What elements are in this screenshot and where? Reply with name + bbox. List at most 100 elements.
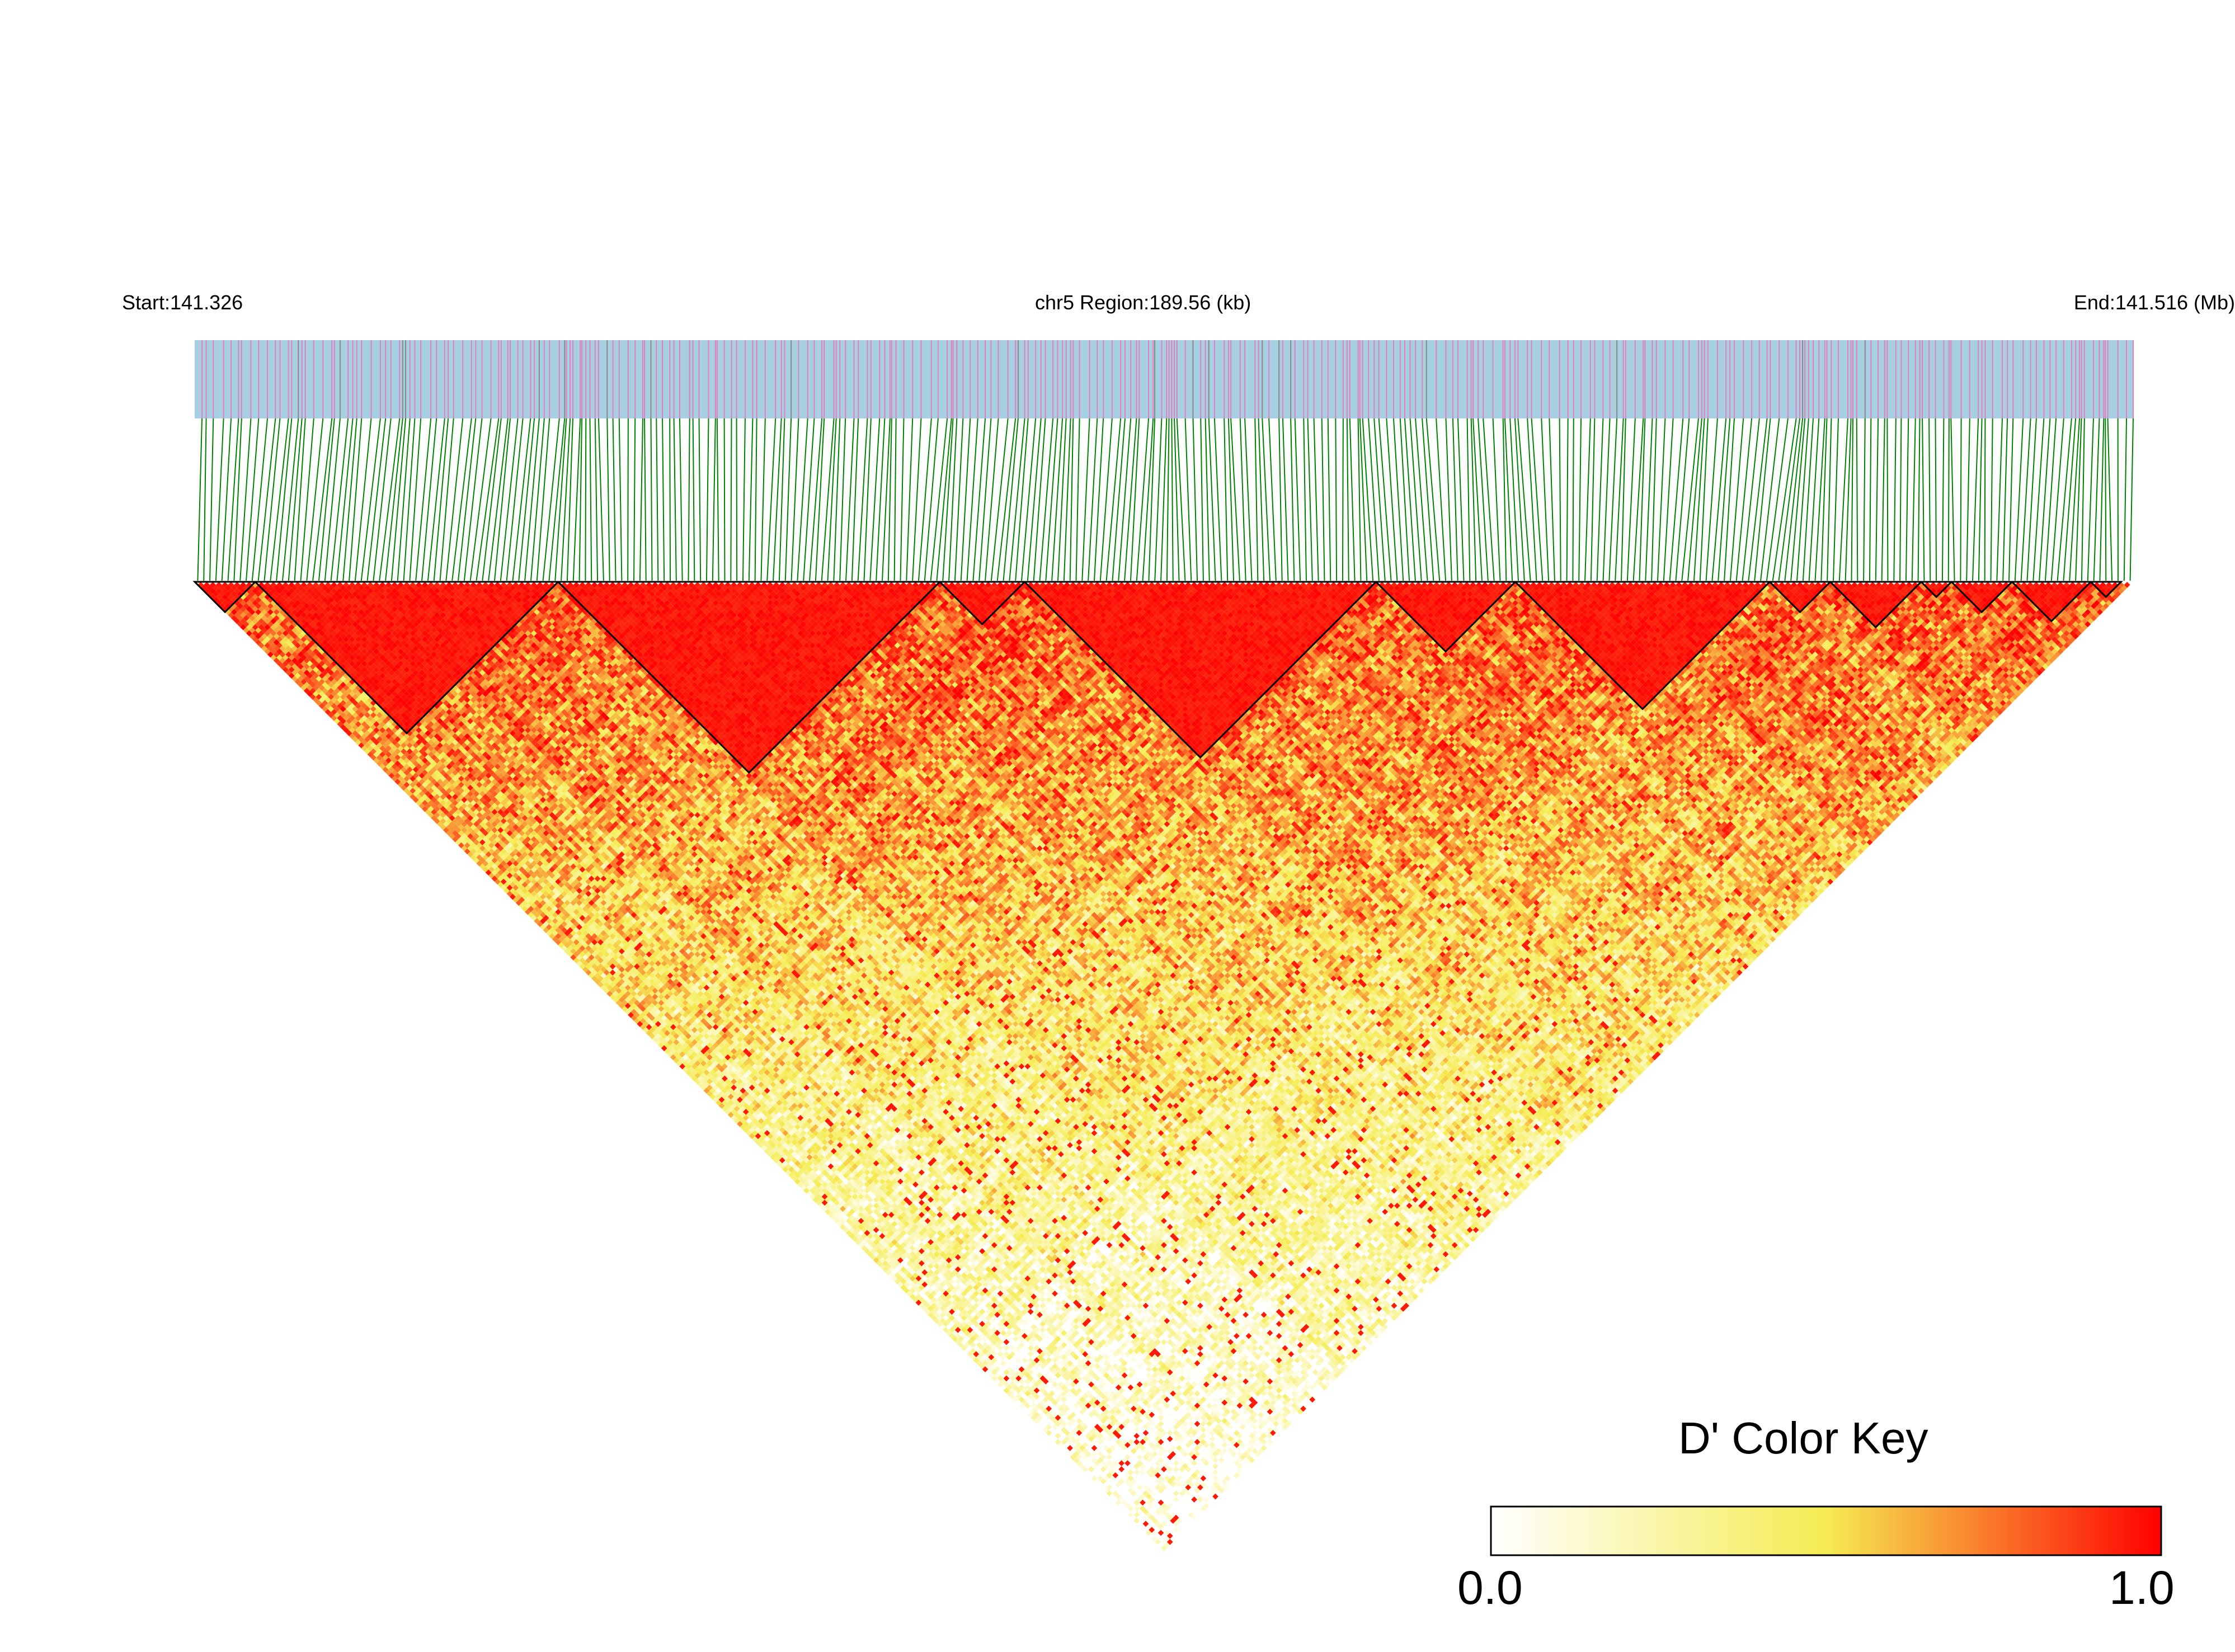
snp-connector [1283, 418, 1288, 581]
snp-connector [1046, 418, 1057, 581]
snp-connector [1446, 418, 1452, 581]
snp-connector [1815, 418, 1825, 581]
snp-connector [2021, 418, 2031, 581]
snp-connector [1167, 418, 1169, 581]
snp-connector [2094, 418, 2100, 581]
snp-connector [1245, 418, 1251, 581]
snp-connector [1627, 418, 1635, 581]
snp-connector [1453, 418, 1458, 581]
snp-connector [1070, 418, 1074, 581]
snp-connector [925, 418, 938, 581]
snp-connector [1894, 418, 1896, 581]
snp-connector [1478, 418, 1488, 581]
snp-connector [1471, 418, 1476, 581]
snp-connector [1082, 418, 1089, 581]
snp-connector [699, 418, 701, 581]
snp-connector [1118, 418, 1131, 581]
snp-connector [1229, 418, 1234, 581]
snp-connector [1922, 418, 1924, 581]
snp-connector [252, 418, 267, 581]
snp-connector [300, 418, 313, 581]
snp-connector [307, 418, 323, 581]
snp-connector [1224, 418, 1227, 581]
snp-connector [840, 418, 845, 581]
snp-connector [1314, 418, 1319, 581]
snp-connector [2108, 418, 2112, 581]
snp-connector [1827, 418, 1831, 581]
snp-connector [416, 418, 431, 581]
snp-connector [1209, 418, 1216, 581]
snp-connector [985, 418, 998, 581]
snp-connector [1155, 418, 1161, 581]
snp-connector [1803, 418, 1813, 581]
snp-connector [410, 418, 421, 581]
snp-connector [1255, 418, 1258, 581]
snp-connector [979, 418, 991, 581]
snp-connector [234, 418, 241, 581]
snp-connector [912, 418, 921, 581]
snp-connector [595, 418, 597, 581]
snp-connector [619, 418, 622, 581]
ld-heatmap-cells [197, 582, 2130, 1551]
snp-connector [1912, 418, 1916, 581]
snp-connector [446, 418, 463, 581]
snp-connector [1052, 418, 1062, 581]
snp-connector [2052, 418, 2064, 581]
snp-connector [1567, 418, 1568, 581]
snp-connector [2045, 418, 2056, 581]
snp-connector [1821, 418, 1827, 581]
snp-connector [216, 418, 224, 581]
snp-connector [1076, 418, 1079, 581]
snp-connector [1532, 418, 1543, 581]
snp-connector [1900, 418, 1901, 581]
snp-connector [858, 418, 868, 581]
snp-connector [1676, 418, 1689, 581]
snp-connector [797, 418, 807, 581]
snp-connector [1864, 418, 1865, 581]
snp-connector [761, 418, 765, 581]
snp-connector [1304, 418, 1306, 581]
snp-connector [1335, 418, 1337, 581]
snp-connector [1779, 418, 1800, 581]
snp-connector [1809, 418, 1819, 581]
snp-connector [651, 418, 652, 581]
snp-connector [688, 418, 689, 581]
snp-connector [707, 418, 709, 581]
snp-connector [1022, 418, 1036, 581]
snp-connector [1951, 418, 1954, 581]
snp-connector [1405, 418, 1415, 581]
snp-connector [644, 418, 646, 581]
snp-connector [680, 418, 683, 581]
snp-connector [1549, 418, 1555, 581]
snp-connector [246, 418, 258, 581]
snp-connector [1979, 418, 1982, 581]
snp-connector [792, 418, 799, 581]
snp-connector [1560, 418, 1561, 581]
snp-connector [197, 418, 202, 581]
snp-connector [1322, 418, 1325, 581]
snp-connector [1973, 418, 1978, 581]
snp-connector [1206, 418, 1210, 581]
snp-connector [276, 418, 291, 581]
snp-connector [599, 418, 604, 581]
snp-connector [1185, 418, 1192, 581]
snp-connector [1328, 418, 1331, 581]
snp-connector [1410, 418, 1422, 581]
snp-connector [640, 418, 643, 581]
snp-connector [1906, 418, 1908, 581]
snp-connector [1541, 418, 1549, 581]
snp-connector [1960, 418, 1961, 581]
snp-connector [204, 418, 206, 581]
snp-connector [404, 418, 415, 581]
snp-connector [1966, 418, 1970, 581]
snp-connector [1171, 418, 1173, 581]
snp-connector [613, 418, 616, 581]
snp-connector [537, 418, 549, 581]
snp-connector [1591, 418, 1595, 581]
snp-connector [1882, 418, 1885, 581]
snp-connector [724, 418, 725, 581]
snp-connector [1876, 418, 1878, 581]
snp-connector [2088, 418, 2093, 581]
snp-connector [2039, 418, 2050, 581]
